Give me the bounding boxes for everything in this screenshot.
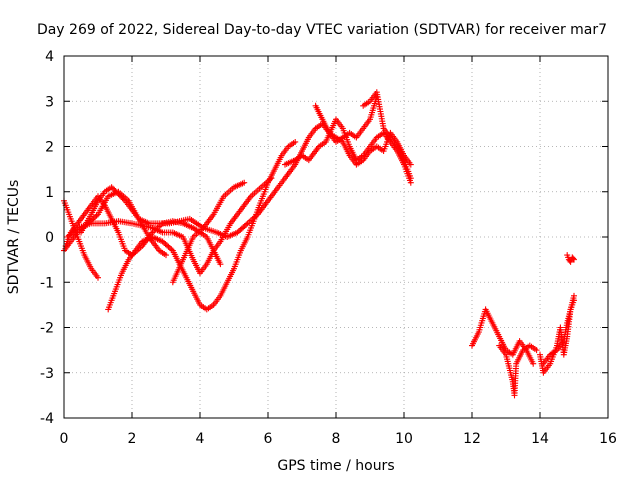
data-point [292, 138, 299, 145]
data-point [112, 188, 119, 195]
x-tick-label: 4 [196, 431, 205, 447]
x-tick-label: 8 [332, 431, 341, 447]
y-tick-label: 1 [45, 185, 54, 201]
y-tick-label: -2 [40, 321, 54, 337]
data-point [119, 195, 126, 202]
data-point [241, 179, 248, 186]
data-point [571, 256, 577, 263]
data-point [116, 192, 123, 199]
y-tick-label: 4 [45, 49, 54, 65]
data-point [115, 191, 122, 198]
data-point [111, 186, 118, 193]
x-axis-title: GPS time / hours [277, 458, 394, 474]
x-tick-label: 6 [264, 431, 273, 447]
data-point [530, 360, 537, 367]
data-point [120, 196, 127, 203]
x-tick-label: 12 [463, 431, 481, 447]
data-point [407, 161, 414, 168]
data-point [118, 193, 125, 200]
y-tick-label: 3 [45, 94, 54, 110]
y-tick-label: -3 [40, 366, 54, 382]
data-point [570, 255, 577, 262]
data-point [95, 274, 101, 281]
x-tick-label: 14 [531, 431, 549, 447]
data-point [108, 184, 115, 191]
data-point [109, 185, 116, 192]
data-point [217, 261, 224, 268]
x-tick-label: 10 [395, 431, 413, 447]
y-tick-label: -1 [40, 275, 54, 291]
data-point [163, 252, 169, 259]
y-axis-title: SDTVAR / TECUs [6, 180, 22, 295]
data-point [571, 297, 577, 304]
y-tick-label: 0 [45, 230, 54, 246]
data-points [61, 89, 577, 399]
plot-frame [63, 55, 609, 419]
chart-title: Day 269 of 2022, Sidereal Day-to-day VTE… [37, 22, 607, 38]
x-tick-label: 16 [599, 431, 617, 447]
y-tick-label: -4 [40, 411, 54, 427]
x-tick-label: 2 [128, 431, 137, 447]
data-point [407, 175, 414, 182]
grid [64, 56, 608, 418]
x-tick-label: 0 [60, 431, 69, 447]
data-point [533, 347, 540, 354]
data-point [114, 189, 121, 196]
y-tick-label: 2 [45, 140, 54, 156]
